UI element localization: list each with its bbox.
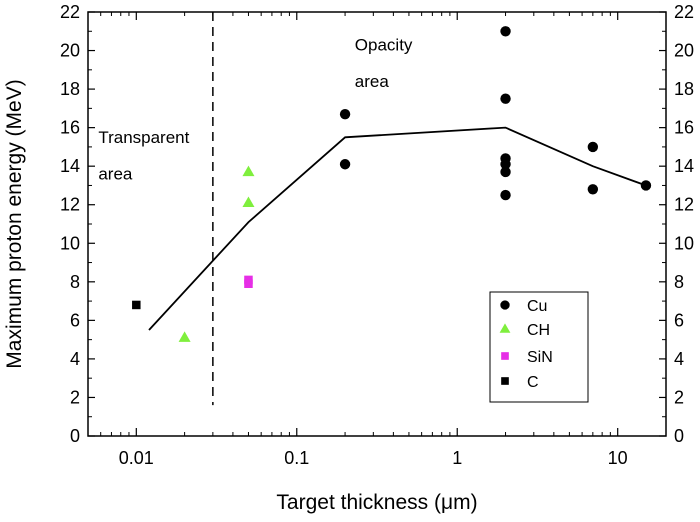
y-tick-label-right: 4 bbox=[674, 349, 684, 369]
y-tick-label-right: 22 bbox=[674, 2, 694, 22]
legend-label-ch: CH bbox=[527, 322, 550, 339]
data-point-cu bbox=[500, 189, 511, 201]
data-point-ch bbox=[178, 331, 191, 342]
x-tick-label: 0.1 bbox=[284, 448, 309, 468]
annotation-text: area bbox=[355, 72, 390, 91]
data-point-cu bbox=[339, 108, 351, 120]
x-tick-label: 0.01 bbox=[119, 448, 154, 468]
data-point-cu bbox=[640, 180, 652, 191]
data-point-cu bbox=[587, 184, 599, 195]
y-tick-label-right: 20 bbox=[674, 41, 694, 61]
x-axis-title: Target thickness (μm) bbox=[276, 491, 477, 514]
y-tick-label-left: 6 bbox=[70, 310, 80, 330]
y-tick-label-left: 4 bbox=[70, 349, 80, 369]
y-tick-label-left: 22 bbox=[60, 2, 80, 22]
y-tick-label-left: 14 bbox=[60, 156, 80, 176]
y-tick-label-left: 12 bbox=[60, 195, 80, 215]
y-tick-label-left: 10 bbox=[60, 233, 80, 253]
annotation-text: Opacity bbox=[355, 36, 413, 55]
x-tick-label: 10 bbox=[608, 448, 628, 468]
trend-line bbox=[148, 126, 647, 331]
annotation-text: Transparent bbox=[98, 128, 189, 147]
data-point-c bbox=[132, 300, 141, 310]
legend-marker-sin bbox=[501, 352, 509, 360]
data-point-cu bbox=[500, 93, 511, 104]
trend-layer bbox=[148, 126, 647, 331]
data-point-sin bbox=[244, 279, 253, 288]
data-point-cu bbox=[500, 26, 511, 37]
data-point-cu bbox=[500, 166, 511, 178]
data-point-cu bbox=[587, 141, 599, 153]
y-tick-label-right: 18 bbox=[674, 79, 694, 99]
data-point-cu bbox=[339, 159, 351, 170]
annotation-text: area bbox=[98, 165, 133, 184]
y-tick-label-right: 0 bbox=[674, 426, 684, 446]
y-tick-label-right: 16 bbox=[674, 118, 694, 138]
y-tick-label-left: 2 bbox=[70, 387, 80, 407]
legend: Cu CH SiN C bbox=[489, 291, 589, 403]
legend-label-c: C bbox=[527, 374, 539, 391]
annotations: Transparent area Opacity area bbox=[98, 36, 413, 184]
legend-label-sin: SiN bbox=[527, 349, 553, 366]
y-tick-label-right: 14 bbox=[674, 156, 694, 176]
y-tick-label-right: 10 bbox=[674, 233, 694, 253]
data-point-ch bbox=[242, 196, 255, 207]
legend-marker-ch bbox=[499, 323, 511, 333]
y-tick-label-right: 8 bbox=[674, 272, 684, 292]
marks-layer bbox=[132, 26, 652, 342]
x-tick-label: 1 bbox=[452, 448, 462, 468]
legend-marker-cu bbox=[500, 300, 510, 310]
y-tick-label-right: 12 bbox=[674, 195, 694, 215]
y-tick-label-left: 20 bbox=[60, 41, 80, 61]
legend-marker-c bbox=[501, 377, 509, 385]
y-tick-label-left: 8 bbox=[70, 272, 80, 292]
y-tick-label-right: 2 bbox=[674, 387, 684, 407]
y-axis-title: Maximum proton energy (MeV) bbox=[3, 79, 26, 368]
y-tick-label-left: 18 bbox=[60, 79, 80, 99]
legend-label-cu: Cu bbox=[527, 298, 547, 315]
data-point-cu bbox=[500, 159, 511, 170]
data-point-ch bbox=[242, 165, 255, 177]
y-tick-label-left: 0 bbox=[70, 426, 80, 446]
y-tick-label-right: 6 bbox=[674, 310, 684, 330]
x-ticks: 0.01 0.1 1 10 bbox=[87, 12, 667, 468]
y-tick-label-left: 16 bbox=[60, 118, 80, 138]
